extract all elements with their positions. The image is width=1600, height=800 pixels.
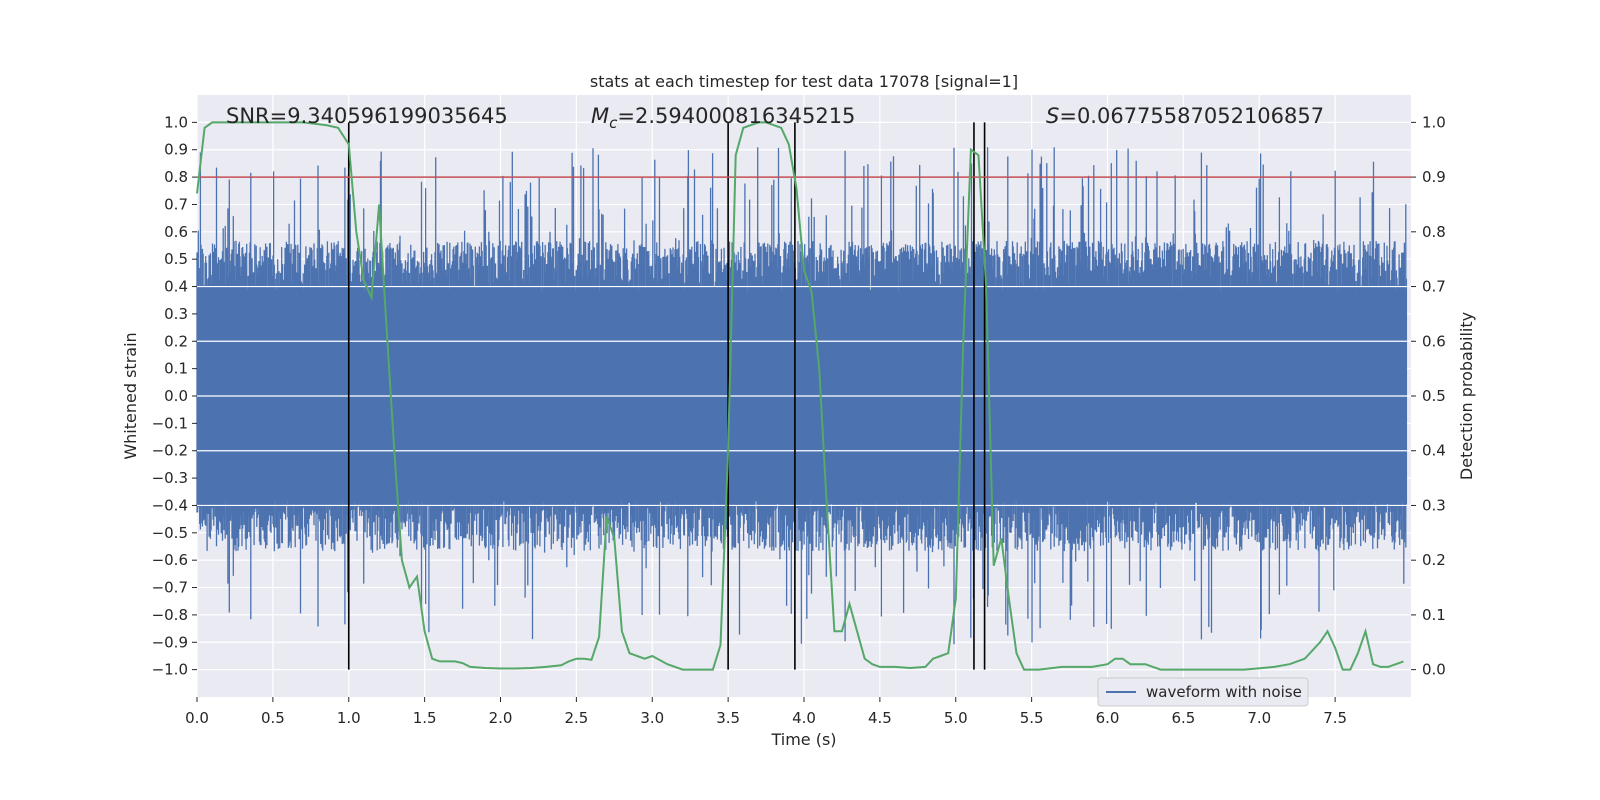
y-tick-label: 0.5 [164,250,188,268]
y-tick-label: −1.0 [152,661,188,679]
mc-symbol: M [591,104,609,128]
y-tick-label: 0.0 [164,387,188,405]
y2-tick-label: 0.7 [1422,278,1446,296]
mc-value: =2.594000816345215 [617,104,855,128]
s-symbol: S [1046,104,1059,128]
x-tick-label: 2.0 [489,709,513,727]
x-axis-label: Time (s) [770,730,836,749]
y2-tick-label: 0.4 [1422,442,1446,460]
y-tick-label: 0.8 [164,168,188,186]
y2-tick-label: 0.5 [1422,387,1446,405]
y-tick-label: 1.0 [164,113,188,131]
s-value: =0.06775587052106857 [1059,104,1324,128]
y-tick-label: −0.1 [152,414,188,432]
y2-tick-label: 0.8 [1422,223,1446,241]
legend: waveform with noise [1097,677,1309,707]
mc-annotation: Mc=2.594000816345215 [591,104,855,132]
y2-tick-label: 0.1 [1422,606,1446,624]
x-tick-label: 1.5 [413,709,437,727]
y2-tick-label: 0.6 [1422,332,1446,350]
y2-tick-labels: 0.0 0.1 0.2 0.3 0.4 0.5 0.6 0.7 0.8 0.9 1.0 [1411,113,1446,679]
s-annotation: S=0.06775587052106857 [1046,104,1324,128]
y2-tick-label: 1.0 [1422,113,1446,131]
y2-tick-label: 0.9 [1422,168,1446,186]
x-tick-label: 3.0 [640,709,664,727]
x-tick-label: 3.5 [716,709,740,727]
x-tick-label: 5.0 [944,709,968,727]
legend-entry-waveform: waveform with noise [1146,683,1302,701]
y-tick-label: 0.9 [164,141,188,159]
y-tick-label: 0.7 [164,195,188,213]
x-tick-label: 6.5 [1171,709,1195,727]
legend-box [1097,677,1309,707]
snr-annotation: SNR=9.340596199035645 [226,104,508,128]
y-tick-label: −0.6 [152,551,188,569]
x-tick-label: 7.5 [1323,709,1347,727]
y-tick-label: −0.2 [152,442,188,460]
y-tick-label: 0.4 [164,278,188,296]
x-tick-label: 0.0 [185,709,209,727]
y-tick-label: −0.5 [152,524,188,542]
y-axis-label: Whitened strain [121,332,140,459]
mc-subscript: c [609,114,618,132]
x-tick-labels: 0.0 0.5 1.0 1.5 2.0 2.5 3.0 3.5 4.0 4.5 5.0 5.5 6.0 6… [185,697,1347,727]
chart-title: stats at each timestep for test data 170… [590,72,1018,91]
y-tick-label: −0.3 [152,469,188,487]
y-tick-labels: −1.0 −0.9 −0.8 −0.7 −0.6 −0.5 −0.4 −0.3 −0.2 −0.1… [152,113,197,679]
x-tick-label: 5.5 [1020,709,1044,727]
y2-tick-label: 0.3 [1422,496,1446,514]
x-tick-label: 4.0 [792,709,816,727]
x-tick-label: 4.5 [868,709,892,727]
waveform-series [196,147,1411,645]
y2-tick-label: 0.2 [1422,551,1446,569]
y-tick-label: −0.9 [152,633,188,651]
y2-tick-label: 0.0 [1422,661,1446,679]
y-tick-label: −0.8 [152,606,188,624]
probability-series [196,121,1404,671]
y-tick-label: −0.7 [152,579,188,597]
x-tick-label: 2.5 [564,709,588,727]
y-tick-label: 0.6 [164,223,188,241]
x-tick-label: 7.0 [1247,709,1271,727]
y2-axis-label: Detection probability [1457,312,1476,480]
y-tick-label: −0.4 [152,496,188,514]
event-lines [347,122,986,670]
y-tick-label: 0.2 [164,332,188,350]
x-tick-label: 1.0 [337,709,361,727]
x-tick-label: 6.0 [1096,709,1120,727]
y-tick-label: 0.3 [164,305,188,323]
x-tick-label: 0.5 [261,709,285,727]
y-tick-label: 0.1 [164,360,188,378]
